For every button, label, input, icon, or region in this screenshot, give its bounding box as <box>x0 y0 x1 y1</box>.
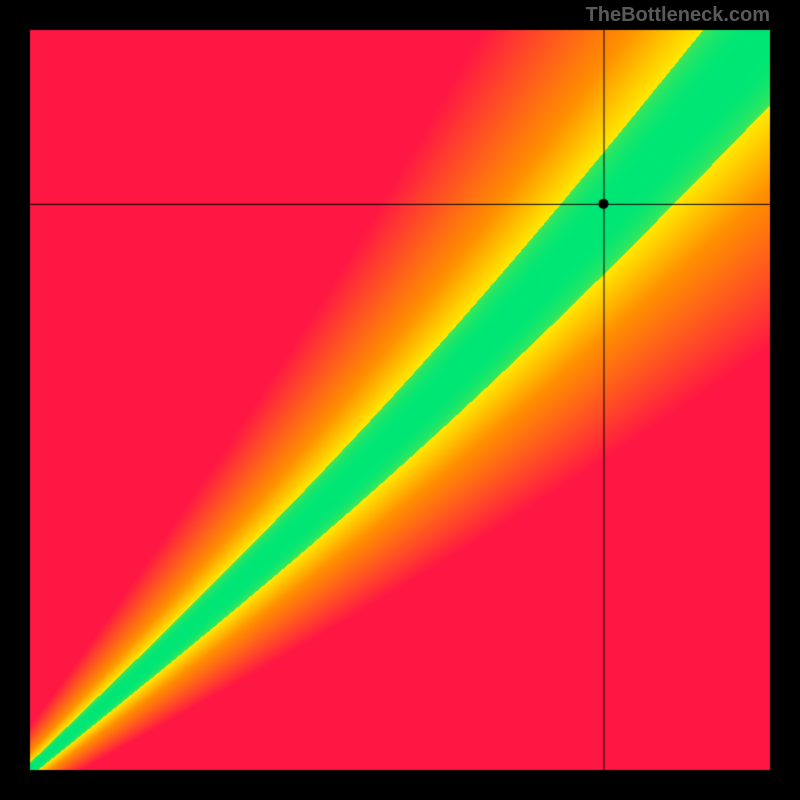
chart-container: TheBottleneck.com <box>0 0 800 800</box>
watermark-text: TheBottleneck.com <box>586 4 770 27</box>
crosshair-overlay <box>0 0 800 800</box>
